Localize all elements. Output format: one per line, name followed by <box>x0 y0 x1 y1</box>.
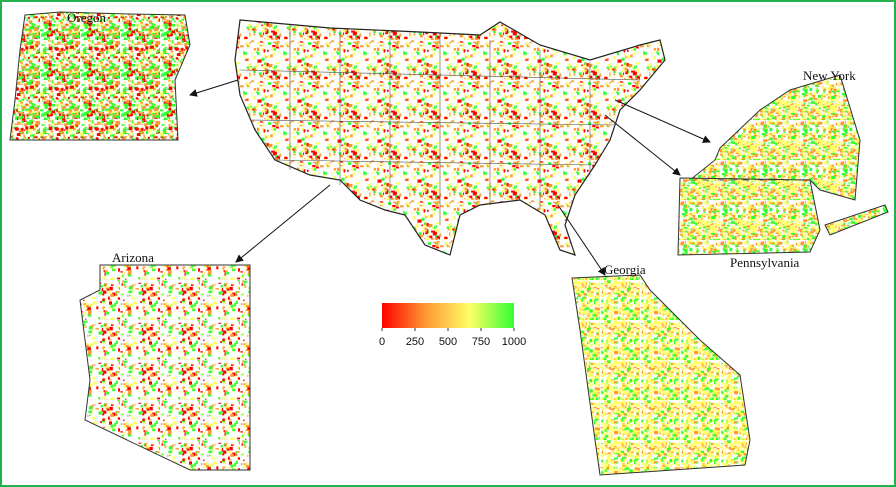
colorbar: 0 250 500 750 1000 <box>379 303 526 348</box>
colorbar-tick-label: 500 <box>439 336 457 348</box>
inset-label: Arizona <box>112 250 154 265</box>
colorbar-tick-label: 1000 <box>502 336 526 348</box>
colorbar-gradient <box>382 303 514 328</box>
inset-label: New York <box>803 68 856 83</box>
long-island <box>824 204 889 236</box>
pennsylvania-inset <box>677 177 821 256</box>
us-map <box>234 19 666 256</box>
colorbar-tick-label: 0 <box>379 336 385 348</box>
colorbar-tick-label: 750 <box>472 336 490 348</box>
new-york-inset <box>688 74 861 201</box>
georgia-inset <box>571 274 751 476</box>
arrows <box>189 79 711 276</box>
oregon-inset <box>9 11 191 141</box>
colorbar-tick-label: 250 <box>406 336 424 348</box>
arizona-inset <box>79 264 251 471</box>
inset-label: Oregon <box>67 10 106 25</box>
inset-label: Georgia <box>604 262 646 277</box>
inset-label: Pennsylvania <box>730 255 800 270</box>
